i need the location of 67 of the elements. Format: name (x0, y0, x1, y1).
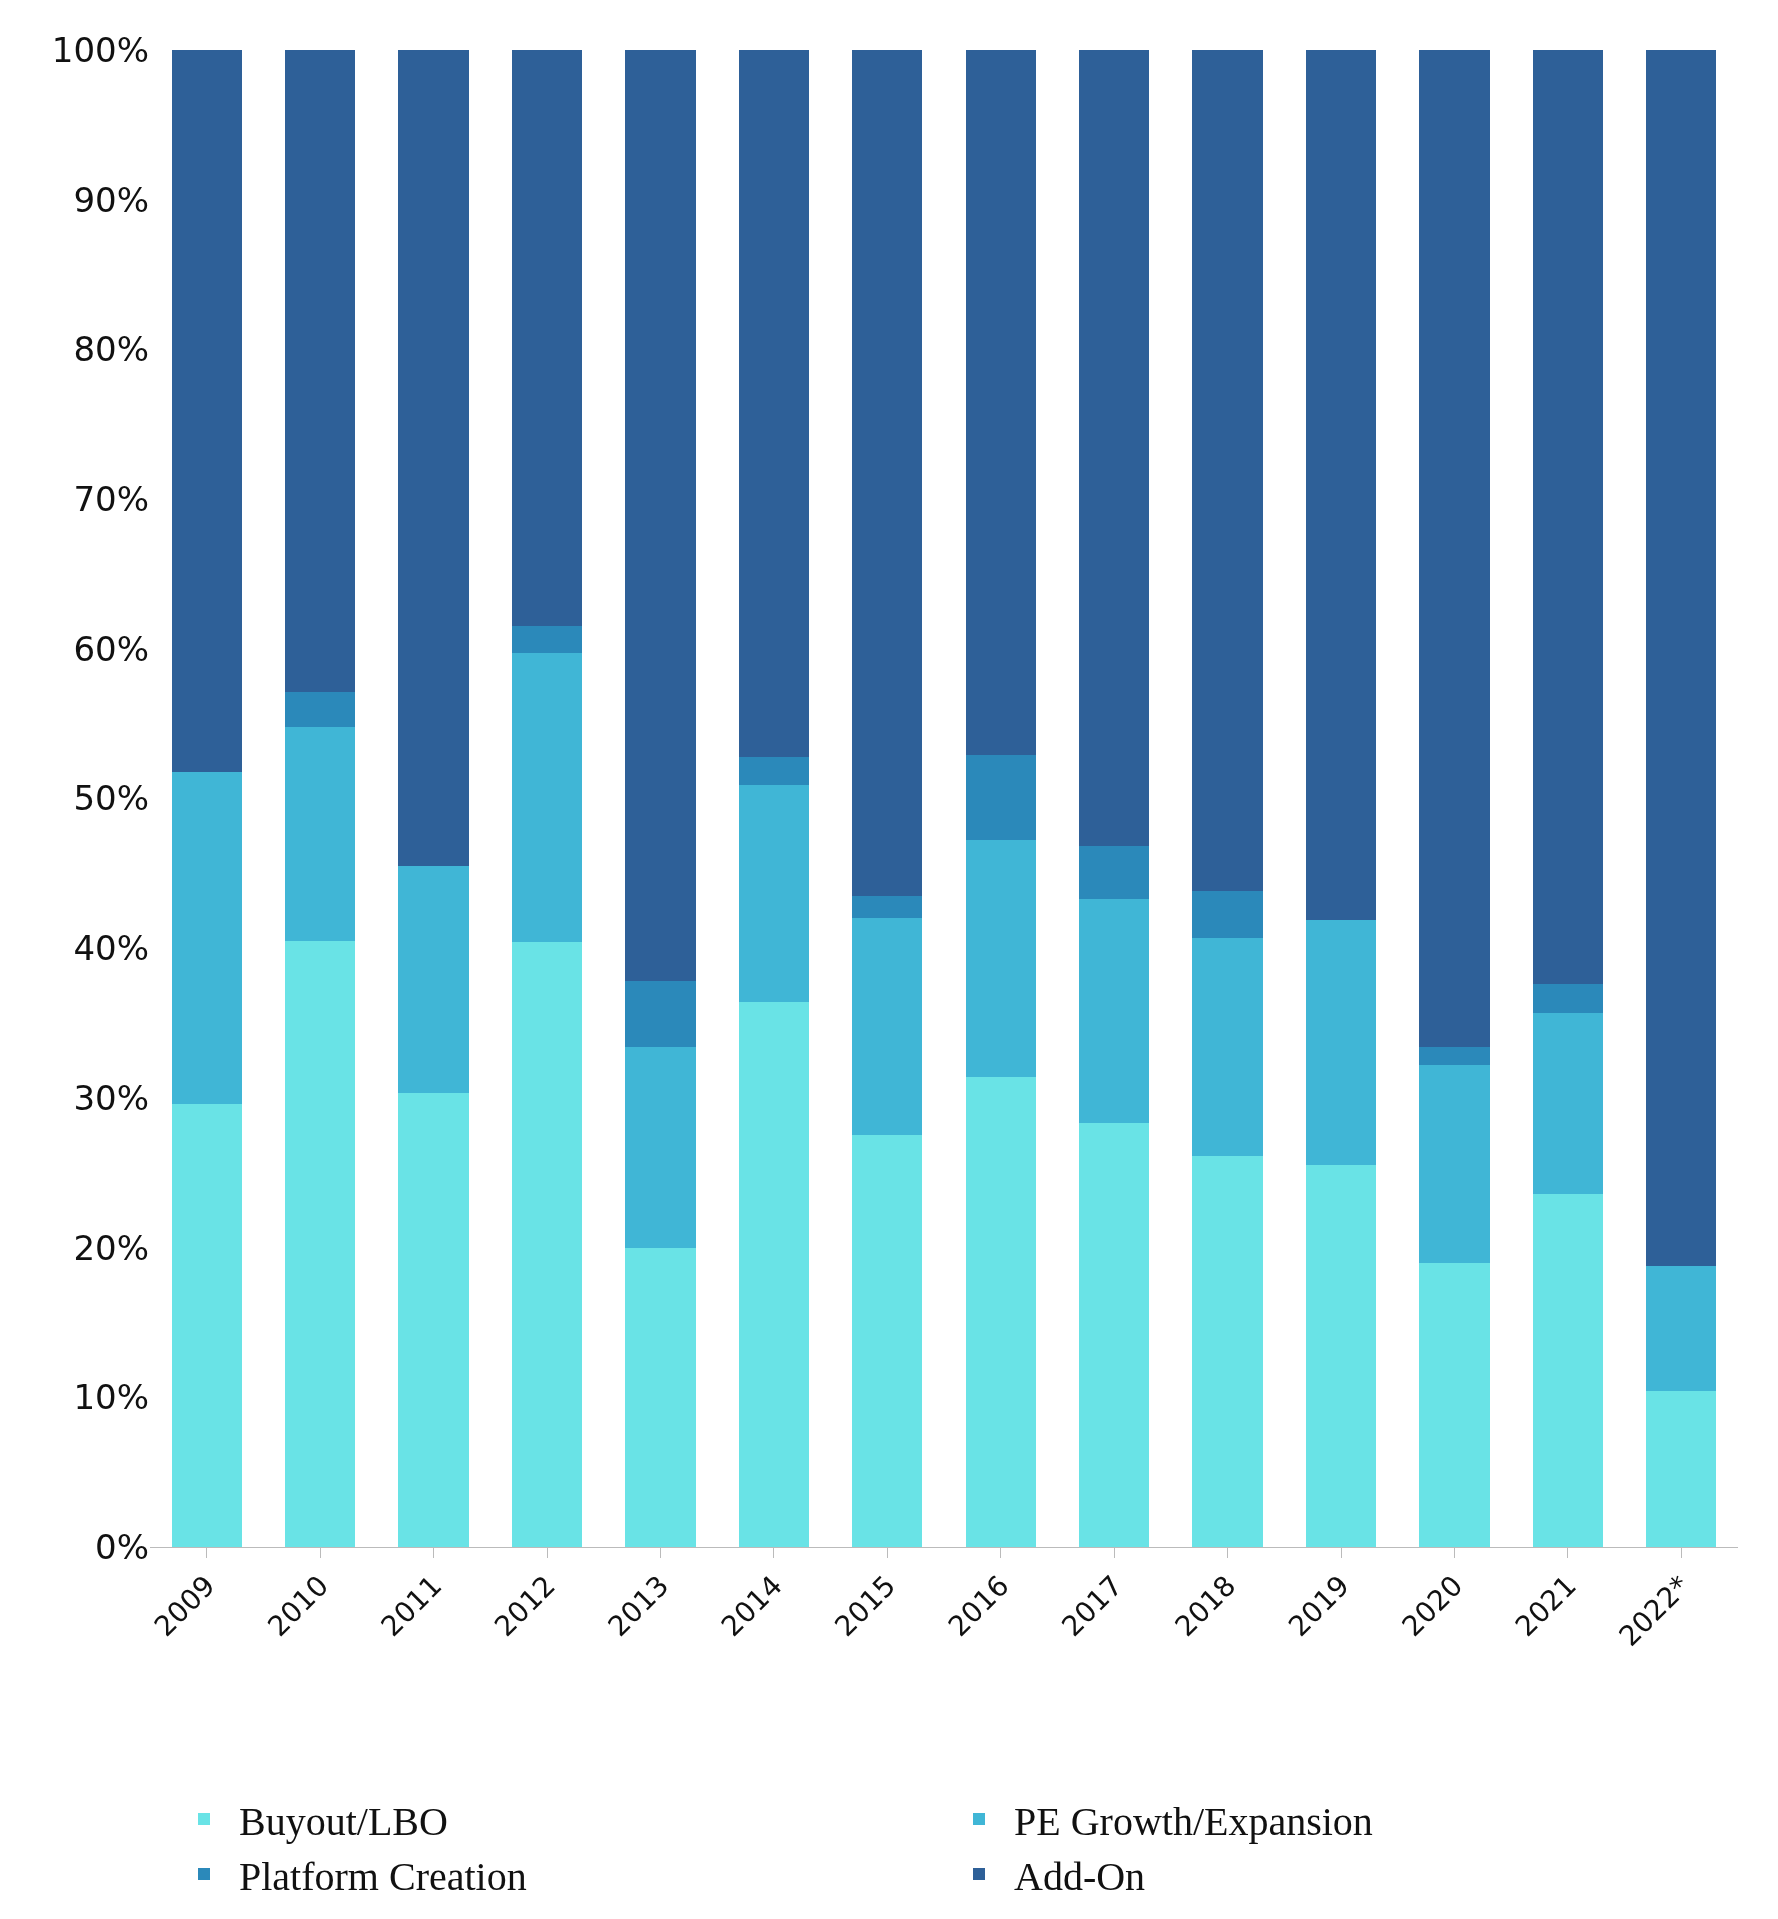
y-tick-label: 40% (73, 928, 149, 969)
y-tick-label: 80% (73, 329, 149, 370)
legend-label: Buyout/LBO (239, 1798, 448, 1844)
bar (1419, 1262, 1490, 1547)
bar (284, 940, 356, 1547)
bar (625, 50, 696, 982)
bar (1078, 50, 1150, 847)
bar (1646, 50, 1717, 1266)
y-tick-label: 100% (51, 29, 149, 70)
bar (852, 50, 923, 896)
bar (1192, 50, 1263, 892)
bar (1532, 1193, 1604, 1547)
bar (1419, 1047, 1490, 1065)
bar (511, 626, 583, 654)
bar (1078, 898, 1150, 1124)
bar (1532, 50, 1604, 985)
bar (1192, 891, 1263, 938)
y-tick-label: 30% (73, 1077, 149, 1118)
bar (965, 840, 1036, 1077)
y-tick-label: 90% (73, 179, 149, 220)
y-tick-label: 50% (73, 778, 149, 819)
legend-label: Add-On (1014, 1853, 1146, 1899)
bar (511, 653, 583, 943)
legend-label: Platform Creation (239, 1853, 527, 1899)
bar (398, 50, 469, 866)
bar (852, 895, 923, 919)
bar (511, 942, 583, 1547)
bar (1646, 1265, 1717, 1392)
bar (625, 981, 696, 1047)
y-tick-label: 60% (73, 628, 149, 669)
y-tick-label: 10% (73, 1377, 149, 1418)
bar (738, 756, 810, 786)
bar (1419, 50, 1490, 1047)
bar (398, 865, 469, 1094)
bar (1078, 1123, 1150, 1547)
bar (511, 50, 583, 627)
bar (1532, 1012, 1604, 1194)
bar (1419, 1064, 1490, 1263)
bar (1192, 1156, 1263, 1547)
bar (284, 692, 356, 727)
bar (1305, 919, 1377, 1166)
bar (284, 50, 356, 693)
bar (852, 1135, 923, 1547)
legend-label: PE Growth/Expansion (1014, 1798, 1373, 1844)
bar (171, 771, 242, 1104)
bar (965, 1076, 1036, 1547)
bar (171, 50, 242, 772)
bar (965, 755, 1036, 841)
bar (1646, 1391, 1717, 1547)
bar (1305, 50, 1377, 920)
y-tick-label: 70% (73, 479, 149, 519)
bar (1078, 846, 1150, 899)
bar (738, 785, 810, 1003)
y-tick-label: 0% (95, 1526, 149, 1567)
bar (171, 1103, 242, 1547)
bar (1192, 937, 1263, 1157)
bar (625, 1047, 696, 1248)
bar (398, 1093, 469, 1547)
bar (1532, 984, 1604, 1013)
y-tick-label: 20% (73, 1227, 149, 1268)
bar (625, 1247, 696, 1547)
bar (965, 50, 1036, 756)
bar (738, 1002, 810, 1547)
bar (738, 50, 810, 757)
bar (852, 918, 923, 1136)
bar (284, 726, 356, 941)
bar (1305, 1165, 1377, 1547)
